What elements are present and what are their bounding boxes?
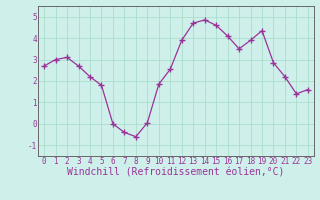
X-axis label: Windchill (Refroidissement éolien,°C): Windchill (Refroidissement éolien,°C) bbox=[67, 168, 285, 178]
